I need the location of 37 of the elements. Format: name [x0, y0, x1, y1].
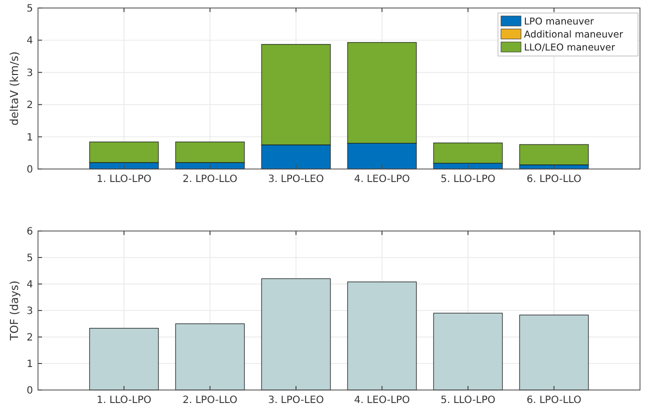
- y-tick-label: 3: [26, 68, 33, 79]
- bar: [519, 314, 589, 390]
- y-tick-label: 4: [26, 36, 33, 47]
- y-tick-label: 2: [26, 100, 33, 112]
- y-axis-title: TOF (days): [8, 280, 21, 342]
- x-tick-label: 1. LLO-LPO: [96, 395, 152, 406]
- x-tick-label: 5. LLO-LPO: [440, 174, 496, 185]
- x-tick-label: 2. LPO-LLO: [182, 395, 238, 406]
- legend-label: Additional maneuver: [524, 29, 624, 40]
- x-tick-label: 1. LLO-LPO: [96, 174, 152, 185]
- y-tick-label: 5: [26, 253, 33, 264]
- y-axis-title: deltaV (km/s): [8, 52, 21, 126]
- y-tick-label: 6: [26, 226, 33, 238]
- legend-label: LPO maneuver: [524, 16, 594, 28]
- x-tick-label: 3. LPO-LEO: [268, 174, 324, 185]
- x-tick-label: 3. LPO-LEO: [268, 395, 324, 406]
- x-tick-label: 6. LPO-LLO: [526, 395, 582, 406]
- bar: [175, 323, 245, 390]
- x-tick-label: 4. LEO-LPO: [354, 395, 410, 406]
- y-tick-label: 2: [26, 332, 33, 344]
- bar: [89, 328, 159, 390]
- legend-label: LLO/LEO maneuver: [524, 42, 616, 54]
- y-tick-label: 0: [26, 164, 33, 176]
- y-tick-label: 4: [26, 280, 33, 290]
- y-tick-label: 5: [26, 4, 33, 14]
- x-tick-label: 5. LLO-LPO: [440, 395, 496, 406]
- bar: [347, 282, 417, 390]
- x-tick-label: 2. LPO-LLO: [182, 174, 238, 185]
- bar: [433, 312, 503, 390]
- bar: [261, 278, 331, 390]
- bar: [519, 144, 589, 166]
- x-tick-label: 6. LPO-LLO: [526, 174, 582, 185]
- y-tick-label: 3: [26, 306, 33, 317]
- y-tick-label: 1: [26, 132, 33, 144]
- y-tick-label: 1: [26, 359, 33, 370]
- y-tick-label: 0: [26, 386, 33, 396]
- x-tick-label: 4. LEO-LPO: [354, 174, 410, 185]
